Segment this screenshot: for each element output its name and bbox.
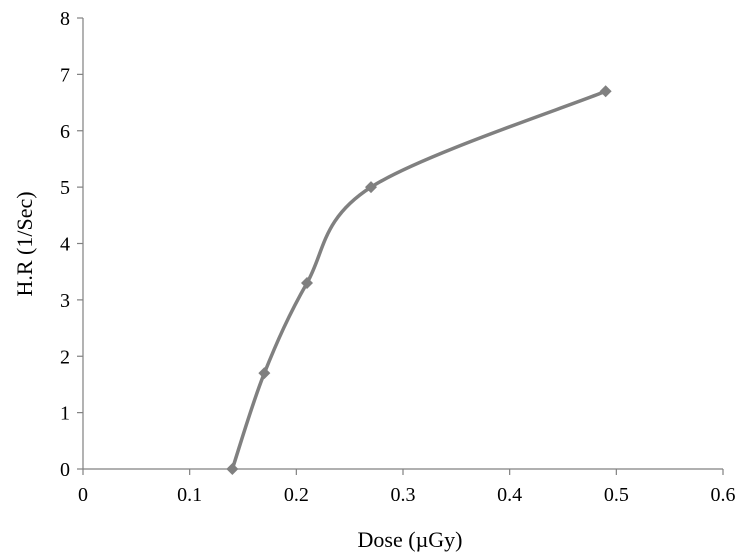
data-point <box>258 367 271 380</box>
axes <box>82 18 723 470</box>
y-tick-label: 1 <box>60 403 70 425</box>
y-axis-title: H.R (1/Sec) <box>12 191 37 296</box>
x-tick-label: 0.4 <box>497 484 522 506</box>
x-tick-label: 0.5 <box>604 484 629 506</box>
series-layer <box>226 85 612 475</box>
data-point <box>226 463 239 475</box>
x-ticks: 0 0.1 0.2 0.3 0.4 0.5 0.6 <box>78 469 736 506</box>
y-tick-label: 5 <box>60 177 70 199</box>
x-tick-label: 0.3 <box>391 484 416 506</box>
y-tick-label: 6 <box>60 121 70 143</box>
y-tick-label: 8 <box>60 8 70 30</box>
x-tick-label: 0.2 <box>284 484 309 506</box>
y-tick-label: 2 <box>60 346 70 368</box>
x-axis-title: Dose (µGy) <box>358 527 463 552</box>
y-ticks: 0 1 2 3 4 5 6 7 8 <box>60 8 83 481</box>
data-point <box>301 276 313 289</box>
x-tick-label: 0.6 <box>711 484 736 506</box>
y-tick-label: 3 <box>60 290 70 312</box>
y-tick-label: 7 <box>60 64 70 86</box>
y-tick-label: 0 <box>60 459 70 481</box>
x-tick-label: 0 <box>78 484 88 506</box>
x-tick-label: 0.1 <box>177 484 202 506</box>
data-point <box>365 181 377 194</box>
data-point <box>599 85 612 98</box>
y-tick-label: 4 <box>60 234 70 256</box>
series-line <box>230 89 608 471</box>
